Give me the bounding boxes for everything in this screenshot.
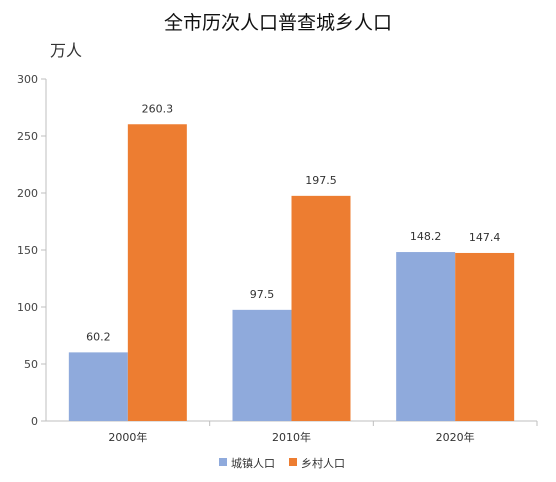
legend-label: 乡村人口 [301, 456, 345, 470]
legend-swatch [289, 458, 297, 466]
x-axis-categories: 2000年 2010年 2020年 [108, 421, 538, 444]
chart-title: 全市历次人口普查城乡人口 [164, 12, 392, 34]
x-category-label: 2010年 [272, 430, 311, 444]
y-axis-ticks: 0 50 100 150 200 250 300 [17, 73, 46, 428]
x-category-label: 2020年 [436, 430, 475, 444]
y-tick-label: 250 [17, 130, 38, 143]
data-label: 97.5 [250, 288, 275, 301]
y-tick-label: 200 [17, 187, 38, 200]
data-label: 260.3 [142, 102, 174, 115]
y-axis-unit-label: 万人 [50, 41, 82, 60]
data-label: 60.2 [86, 330, 111, 343]
bar [396, 252, 456, 421]
data-label: 197.5 [305, 174, 337, 187]
legend: 城镇人口 乡村人口 [219, 456, 345, 470]
y-tick-label: 300 [17, 73, 38, 86]
data-labels: 60.2 260.3 97.5 197.5 148.2 147.4 [86, 102, 500, 343]
y-tick-label: 50 [24, 358, 38, 371]
bar [455, 252, 515, 421]
y-tick-label: 100 [17, 301, 38, 314]
y-tick-label: 0 [31, 415, 38, 428]
bar [232, 309, 292, 421]
legend-swatch [219, 458, 227, 466]
bar-series [68, 124, 515, 422]
y-tick-label: 150 [17, 244, 38, 257]
x-category-label: 2000年 [108, 430, 147, 444]
data-label: 148.2 [410, 230, 442, 243]
legend-label: 城镇人口 [231, 456, 275, 470]
bar [127, 124, 187, 422]
bar [291, 195, 351, 421]
bar [68, 352, 128, 421]
data-label: 147.4 [469, 231, 501, 244]
